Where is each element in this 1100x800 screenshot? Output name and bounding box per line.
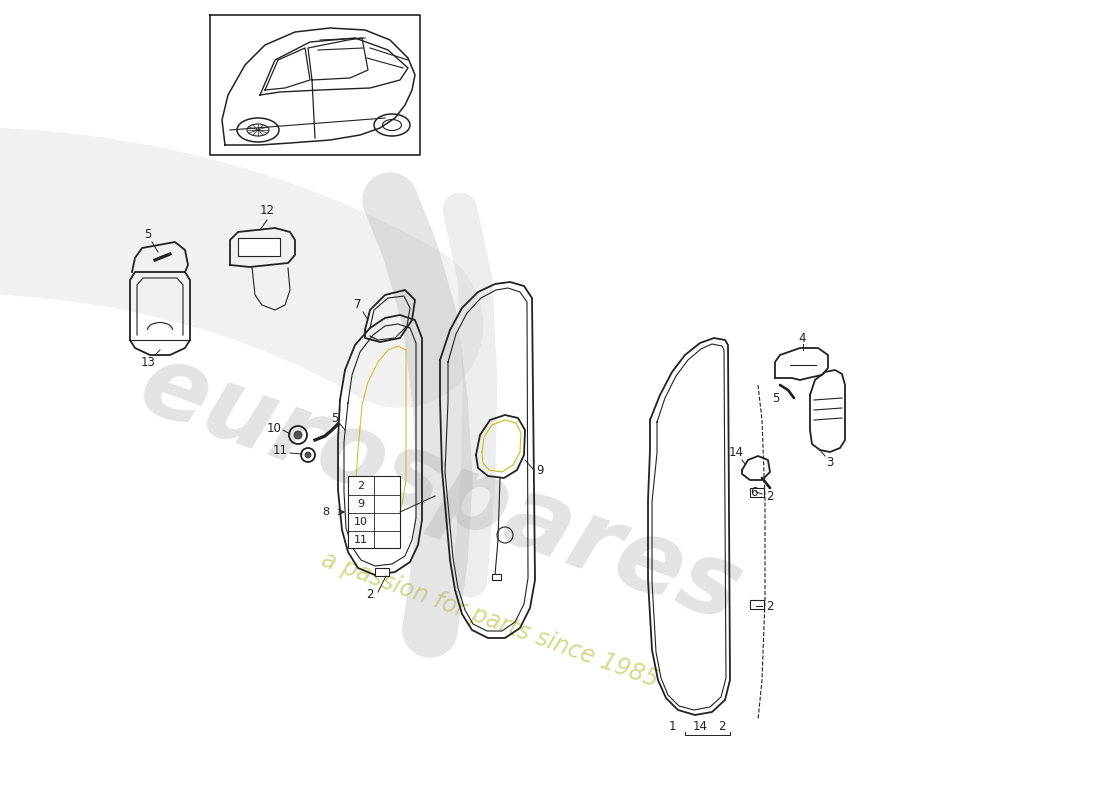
Text: 10: 10: [354, 517, 368, 527]
Text: 8: 8: [322, 507, 330, 517]
Text: 11: 11: [354, 535, 368, 545]
Text: 13: 13: [141, 355, 155, 369]
Text: 4: 4: [799, 331, 805, 345]
Text: 2: 2: [718, 719, 726, 733]
Text: eurospares: eurospares: [126, 336, 754, 644]
Text: 5: 5: [144, 229, 152, 242]
Text: 10: 10: [266, 422, 282, 434]
FancyBboxPatch shape: [348, 476, 400, 548]
Text: a passion for parts since 1985: a passion for parts since 1985: [318, 548, 662, 692]
FancyBboxPatch shape: [750, 600, 764, 609]
Text: 9: 9: [537, 463, 543, 477]
Text: 14: 14: [728, 446, 744, 459]
FancyBboxPatch shape: [375, 568, 389, 576]
Text: 3: 3: [826, 455, 834, 469]
Text: 2: 2: [358, 481, 364, 491]
Text: 1: 1: [669, 719, 675, 733]
Text: 2: 2: [767, 490, 773, 502]
Text: 7: 7: [354, 298, 362, 311]
FancyBboxPatch shape: [492, 574, 500, 580]
Text: 9: 9: [358, 499, 364, 509]
Text: 12: 12: [260, 203, 275, 217]
Text: 14: 14: [693, 719, 707, 733]
FancyBboxPatch shape: [750, 488, 764, 497]
FancyBboxPatch shape: [238, 238, 280, 256]
Text: 2: 2: [767, 601, 773, 614]
Circle shape: [305, 452, 311, 458]
Circle shape: [294, 431, 302, 439]
Text: 5: 5: [772, 391, 780, 405]
Text: 5: 5: [331, 411, 339, 425]
Text: 11: 11: [273, 443, 287, 457]
Text: 2: 2: [366, 589, 374, 602]
Text: 6: 6: [750, 486, 758, 498]
